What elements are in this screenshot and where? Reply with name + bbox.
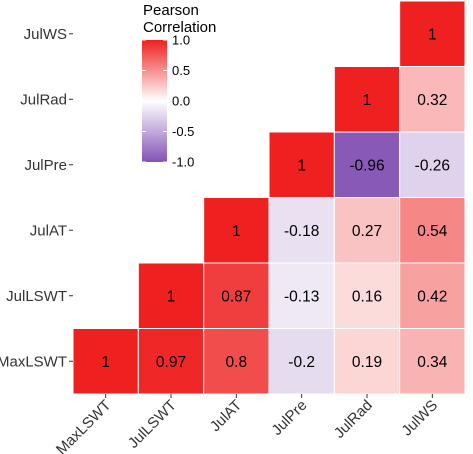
cell-value-JulPre-JulPre: 1 [297,157,306,174]
heatmap-cell-JulLSWT-JulLSWT [137,262,205,329]
heatmap-cell-JulPre-JulAT [268,197,335,264]
cell-value-JulWS-JulWS: 1 [428,26,437,43]
cell-value-JulPre-JulLSWT: -0.13 [284,288,319,305]
y-tick-label-JulWS: JulWS [24,26,67,43]
legend-tick-label-0: 1.0 [172,33,190,48]
y-tick-label-MaxLSWT: MaxLSWT [0,353,67,370]
legend-color-bar [142,40,167,162]
cell-value-JulAT-MaxLSWT: 0.8 [226,354,248,371]
x-tick-label-JulWS: JulWS [398,397,441,440]
cell-value-JulRad-JulRad: 1 [363,92,372,109]
legend-tick-label-2: 0.0 [172,94,190,109]
cell-value-JulLSWT-MaxLSWT: 0.97 [156,354,186,371]
y-tick-label-JulPre: JulPre [24,157,67,174]
heatmap-cell-labels: 1 0.97 0.8 -0.2 0.19 0.34 1 0.87 -0.13 0.16 0.42 1 -… [101,26,450,371]
x-tick-label-JulAT: JulAT [207,397,245,435]
heatmap-cell-JulWS-JulLSWT [399,262,466,329]
x-tick-label-JulRad: JulRad [331,397,376,442]
legend-tick-label-1: 0.5 [172,63,190,78]
heatmap-cell-JulWS-MaxLSWT [399,328,466,395]
heatmap-cells [72,0,466,395]
cell-value-JulRad-MaxLSWT: 0.19 [352,354,382,371]
x-tick-label-JulPre: JulPre [268,397,310,439]
cell-value-JulWS-JulPre: -0.26 [415,157,450,174]
y-tick-label-JulAT: JulAT [30,222,67,239]
cell-value-JulWS-JulLSWT: 0.42 [417,288,447,305]
heatmap-cell-JulWS-JulPre [399,131,466,198]
cell-value-JulWS-JulAT: 0.54 [417,223,448,240]
cell-value-JulAT-JulLSWT: 0.87 [221,288,251,305]
heatmap-cell-JulWS-JulRad [399,66,466,133]
cell-value-JulRad-JulLSWT: 0.16 [352,288,382,305]
cell-value-MaxLSWT-MaxLSWT: 1 [101,354,110,371]
x-axis: MaxLSWT JulLSWT JulAT JulPre JulRad JulWS [53,394,441,454]
heatmap-cell-JulAT-JulLSWT [203,262,270,329]
heatmap-cell-JulAT-JulAT [203,197,270,264]
legend-ticks: 1.0 0.5 0.0 -0.5 -1.0 [142,33,194,170]
heatmap-cell-JulPre-MaxLSWT [268,328,335,395]
y-tick-label-JulRad: JulRad [20,91,67,108]
cell-value-JulWS-JulRad: 0.32 [417,92,447,109]
legend-tick-label-3: -0.5 [172,124,194,139]
cell-value-JulWS-MaxLSWT: 0.34 [417,354,448,371]
cell-value-JulPre-MaxLSWT: -0.2 [288,354,315,371]
legend-title-line-1: Pearson [143,2,199,19]
heatmap-cell-JulWS-JulWS [399,0,466,67]
x-tick-label-MaxLSWT: MaxLSWT [53,397,115,454]
cell-value-JulLSWT-JulLSWT: 1 [167,288,176,305]
y-axis: MaxLSWT JulLSWT JulAT JulPre JulRad JulWS [0,26,73,370]
x-tick-label-JulLSWT: JulLSWT [125,397,180,452]
heatmap-cell-JulPre-JulPre [268,131,335,198]
cell-value-JulPre-JulAT: -0.18 [284,223,319,240]
y-tick-label-JulLSWT: JulLSWT [6,288,67,305]
heatmap-cell-JulRad-JulLSWT [333,262,401,329]
heatmap-cell-JulPre-JulLSWT [268,262,335,329]
legend-tick-label-4: -1.0 [172,155,194,170]
heatmap-cell-JulRad-JulRad [333,66,401,133]
cell-value-JulRad-JulAT: 0.27 [352,223,382,240]
legend-title-line-2: Correlation [143,19,216,36]
cell-value-JulRad-JulPre: -0.96 [349,157,384,174]
heatmap-cell-JulWS-JulAT [399,197,466,264]
cell-value-JulAT-JulAT: 1 [232,223,241,240]
heatmap-cell-JulLSWT-MaxLSWT [137,328,205,395]
heatmap-cell-MaxLSWT-MaxLSWT [72,328,139,395]
heatmap-cell-JulRad-JulPre [333,131,401,198]
legend: Pearson Correlation 1.0 0.5 0.0 -0.5 -1.0 [142,2,216,170]
